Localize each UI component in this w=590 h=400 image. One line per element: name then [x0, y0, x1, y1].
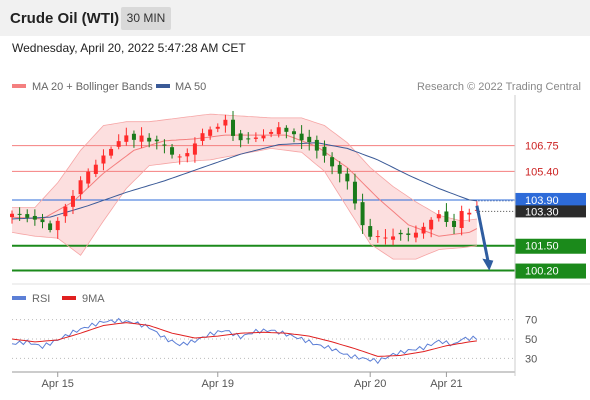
candle-body: [101, 155, 106, 164]
legend-swatch-bollinger: [12, 84, 26, 88]
candle-body: [360, 202, 365, 226]
candle-body: [391, 236, 396, 240]
x-axis-tick-label: Apr 21: [430, 378, 462, 390]
candle-body: [109, 148, 114, 156]
candle-body: [170, 147, 175, 155]
legend-swatch-rsi: [12, 296, 26, 300]
support-label: 101.50: [525, 241, 559, 253]
candle-body: [284, 127, 289, 132]
rsi-line: [11, 317, 478, 365]
candle-body: [63, 206, 68, 217]
candle-body: [147, 137, 152, 142]
candle-body: [429, 219, 434, 230]
candle-body: [32, 215, 37, 220]
candle-body: [352, 181, 357, 204]
candle-body: [10, 213, 14, 218]
x-axis-tick-label: Apr 19: [202, 378, 234, 390]
candle-body: [459, 211, 464, 228]
candle-body: [139, 135, 144, 142]
candle-body: [269, 131, 274, 134]
x-axis-tick-label: Apr 15: [42, 378, 74, 390]
legend-swatch-9ma: [62, 296, 76, 300]
candle-body: [231, 119, 236, 136]
candle-body: [131, 133, 136, 140]
rsi-tick-label: 30: [525, 353, 537, 365]
rsi-tick-label: 50: [525, 334, 537, 346]
candle-body: [238, 133, 243, 141]
resistance-label: 105.40: [525, 166, 559, 178]
header-bar: Crude Oil (WTI) 30 MIN: [0, 0, 590, 36]
legend-ma50-label: MA 50: [175, 81, 206, 93]
candle-body: [17, 213, 22, 215]
candle-body: [467, 212, 472, 215]
candle-body: [337, 164, 342, 174]
support-label: 100.20: [525, 266, 559, 278]
candle-body: [48, 223, 53, 230]
candle-body: [368, 226, 373, 237]
report-datetime: Wednesday, April 20, 2022 5:47:28 AM CET: [12, 41, 246, 55]
candle-body: [421, 226, 426, 234]
legend-bollinger-label: MA 20 + Bollinger Bands: [32, 81, 153, 93]
candle-body: [452, 220, 457, 227]
candle-body: [93, 164, 98, 174]
candle-body: [25, 214, 30, 218]
candle-body: [154, 139, 159, 142]
last-price-box: [515, 205, 586, 218]
candle-body: [276, 127, 281, 135]
x-axis-tick-label: Apr 20: [354, 378, 386, 390]
candle-body: [299, 133, 304, 141]
legend-9ma-label: 9MA: [82, 293, 105, 305]
candle-body: [322, 146, 327, 156]
candle-body: [345, 173, 350, 182]
candle-body: [86, 171, 91, 184]
bollinger-upper-line: [12, 113, 477, 222]
candle-body: [436, 214, 441, 219]
legend-swatch-ma50: [156, 84, 170, 88]
support-label-box: [515, 238, 586, 254]
rsi-tick-label: 70: [525, 315, 537, 327]
candle-body: [70, 195, 75, 207]
support-label-box: [515, 263, 586, 279]
projection-arrow-shaft: [475, 205, 490, 263]
candle-body: [78, 180, 83, 195]
candle-body: [223, 119, 228, 126]
candle-body: [177, 156, 182, 158]
candle-body: [246, 138, 251, 140]
candle-body: [291, 131, 296, 135]
candle-body: [383, 237, 388, 239]
candle-body: [55, 220, 60, 231]
ma20-line: [11, 134, 478, 237]
candle-body: [215, 126, 220, 129]
legend-rsi-label: RSI: [32, 293, 50, 305]
projection-arrow-head: [482, 258, 494, 271]
instrument-title: Crude Oil (WTI): [10, 10, 120, 27]
current-level-box: [515, 192, 586, 207]
current-level-label: 103.90: [525, 195, 559, 207]
candle-body: [307, 136, 312, 143]
candle-body: [208, 129, 213, 136]
candle-body: [406, 233, 411, 235]
candle-body: [413, 232, 418, 238]
candle-body: [375, 236, 380, 238]
candle-body: [261, 135, 266, 139]
candle-body: [40, 219, 45, 223]
candle-body: [444, 211, 449, 222]
timeframe-button[interactable]: 30 MIN: [121, 7, 171, 30]
candle-body: [185, 153, 190, 157]
candle-body: [192, 143, 197, 155]
candle-body: [116, 141, 121, 147]
candle-body: [162, 144, 167, 146]
candle-body: [398, 232, 403, 235]
rsi-ma-line: [11, 322, 477, 357]
ma50-line: [11, 142, 477, 220]
resistance-label: 106.75: [525, 141, 559, 153]
candle-body: [253, 137, 258, 139]
last-price-label: 103.30: [525, 206, 559, 218]
candle-body: [200, 133, 205, 141]
candle-body: [314, 139, 319, 151]
candle-body: [124, 135, 129, 142]
candle-body: [330, 157, 335, 167]
copyright-text: Research © 2022 Trading Central: [417, 81, 581, 93]
